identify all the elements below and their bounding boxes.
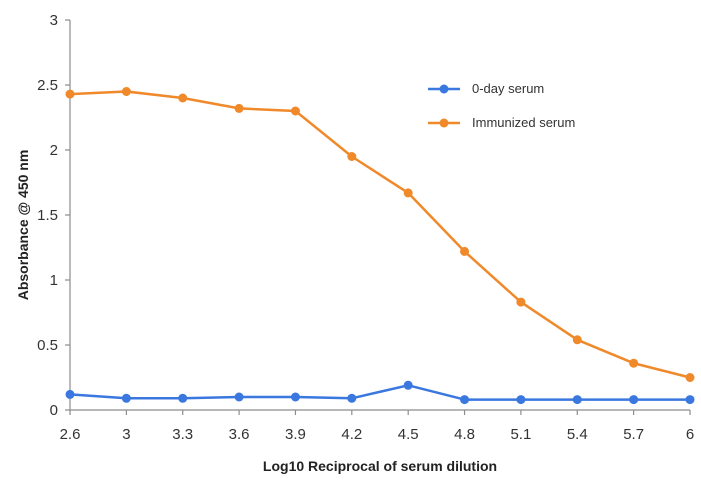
y-tick-label: 1 [50,272,58,289]
x-tick-label: 3 [122,426,130,443]
x-tick-label: 5.7 [623,426,644,443]
x-tick-label: 3.6 [229,426,250,443]
y-tick-label: 2.5 [37,77,58,94]
data-point-immunized-serum [65,89,75,99]
data-point-immunized-serum [516,297,526,307]
x-tick-label: 3.9 [285,426,306,443]
data-point-0-day-serum [685,395,695,405]
data-point-immunized-serum [290,106,300,116]
data-point-immunized-serum [178,93,188,103]
x-tick-label: 2.6 [60,426,81,443]
legend-marker-immunized-serum [439,118,449,128]
x-tick-label: 4.2 [341,426,362,443]
legend-marker-0-day-serum [439,84,449,94]
data-point-0-day-serum [460,395,470,405]
data-point-0-day-serum [234,392,244,402]
y-tick-label: 1.5 [37,207,58,224]
x-tick-label: 5.4 [567,426,588,443]
legend: 0-day serum Immunized serum [428,81,575,130]
series-layer [65,87,695,405]
x-tick-label: 3.3 [172,426,193,443]
legend-item-0-day-serum: 0-day serum [428,81,544,96]
data-point-0-day-serum [629,395,639,405]
data-point-immunized-serum [403,188,413,198]
data-point-immunized-serum [121,87,131,96]
legend-label-immunized-serum: Immunized serum [472,115,575,130]
data-point-immunized-serum [629,358,639,368]
x-tick-label: 4.5 [398,426,419,443]
data-point-0-day-serum [347,393,357,403]
x-tick-label: 6 [686,426,694,443]
y-tick-label: 0 [50,402,58,419]
data-point-0-day-serum [290,392,300,402]
legend-label-0-day-serum: 0-day serum [472,81,544,96]
data-point-immunized-serum [234,103,244,113]
data-point-0-day-serum [178,393,188,403]
y-tick-labels: 0 0.5 1 1.5 2 2.5 3 [37,12,70,419]
y-axis-title: Absorbance @ 450 nm [15,150,31,301]
y-tick-label: 2 [50,142,58,159]
data-point-immunized-serum [572,335,582,345]
x-axis-title: Log10 Reciprocal of serum dilution [263,458,497,474]
data-point-immunized-serum [347,152,357,161]
y-tick-label: 0.5 [37,337,58,354]
data-point-0-day-serum [403,380,413,390]
data-point-0-day-serum [65,389,75,399]
x-tick-label: 5.1 [510,426,531,443]
data-point-0-day-serum [572,395,582,405]
axes [69,20,690,411]
x-tick-labels: 2.6 3 3.3 3.6 3.9 4.2 4.5 4.8 5.1 5.4 5.7 6 [60,410,694,443]
series-line-0-day-serum [69,384,690,401]
x-tick-label: 4.8 [454,426,475,443]
y-tick-label: 3 [50,12,58,29]
data-point-immunized-serum [685,373,695,382]
legend-item-immunized-serum: Immunized serum [428,115,575,130]
series-line-immunized-serum [69,90,691,379]
data-point-immunized-serum [460,246,470,256]
data-point-0-day-serum [121,393,131,403]
data-point-0-day-serum [516,395,526,405]
